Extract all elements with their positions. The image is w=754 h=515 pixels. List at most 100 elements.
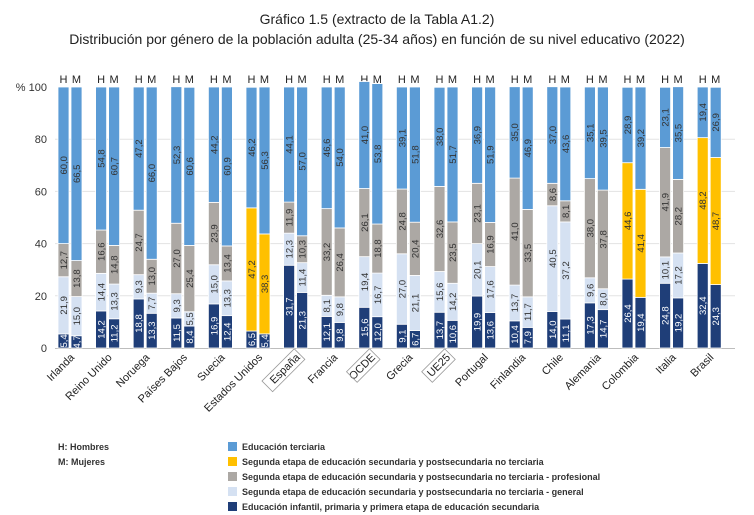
data-label: 18,8: [373, 239, 384, 258]
data-label: 51,9: [486, 145, 497, 164]
category-label: Grecia: [384, 351, 416, 383]
data-label: 15,6: [435, 283, 446, 302]
data-label: 9,3: [134, 280, 145, 293]
gender-label: H: [548, 74, 556, 86]
data-label: 60,7: [110, 157, 121, 176]
data-label: 14,7: [598, 320, 609, 339]
gender-legend-entry: H: Hombres: [58, 442, 109, 452]
legend-entry: Segunda etapa de educación secundaria y …: [242, 487, 584, 497]
data-label: 40,5: [548, 249, 559, 268]
data-label: 10,3: [298, 240, 309, 258]
data-label: 66,5: [72, 165, 83, 184]
data-label: 8,1: [561, 205, 572, 218]
bar-segment: [358, 81, 371, 189]
gender-label: M: [410, 74, 419, 86]
data-label: 33,2: [322, 243, 333, 262]
data-label: 41,0: [510, 222, 521, 241]
bar-segment: [471, 86, 484, 184]
data-label: 56,3: [260, 151, 271, 170]
category-label: España: [268, 351, 303, 386]
gender-label: H: [248, 74, 256, 86]
data-label: 23,1: [473, 204, 484, 223]
data-label: 11,7: [523, 303, 534, 321]
data-label: 17,6: [486, 280, 497, 299]
data-label: 16,9: [486, 235, 497, 254]
data-label: 20,4: [410, 240, 421, 259]
data-label: 8,6: [548, 188, 559, 201]
bar-segment: [433, 86, 446, 187]
data-label: 28,9: [623, 116, 634, 134]
data-label: 6,7: [410, 333, 421, 346]
data-label: 10,6: [448, 325, 459, 344]
data-label: 14,4: [97, 283, 108, 302]
bar-segment: [57, 86, 70, 245]
bar-segment: [597, 86, 609, 191]
data-label: 28,2: [674, 207, 685, 226]
bar-segment: [132, 86, 145, 211]
data-label: 47,2: [134, 139, 145, 158]
category-label: Italia: [654, 351, 680, 377]
gender-label: M: [486, 74, 495, 86]
legend-entry: Segunda etapa de educación secundaria y …: [242, 472, 600, 482]
chart-subtitle: Distribución por género de la población …: [69, 31, 685, 47]
category-label: Brasil: [688, 352, 716, 380]
gender-label: H: [360, 74, 368, 86]
category-label: Finlandia: [488, 351, 529, 392]
data-label: 5,5: [185, 312, 196, 325]
data-label: 27,0: [397, 280, 408, 299]
data-label: 60,6: [185, 157, 196, 176]
data-label: 13,3: [110, 292, 121, 311]
bar-segment: [446, 86, 459, 223]
data-label: 44,2: [209, 135, 220, 154]
data-label: 26,4: [335, 253, 346, 272]
data-label: 20,1: [473, 261, 484, 280]
gender-label: M: [260, 74, 269, 86]
gender-label: H: [285, 74, 293, 86]
bar-segment: [371, 83, 384, 225]
bar-segment: [207, 86, 220, 203]
data-label: 13,6: [486, 321, 497, 340]
data-label: 60,0: [59, 156, 70, 175]
data-label: 35,5: [674, 124, 685, 143]
data-label: 19,2: [674, 314, 685, 333]
data-label: 18,8: [134, 314, 145, 333]
data-label: 9,8: [335, 329, 346, 342]
data-label: 26,9: [711, 113, 722, 132]
bar-segment: [108, 86, 120, 246]
gender-label: M: [335, 74, 344, 86]
gender-label: H: [511, 74, 519, 86]
data-label: 66,0: [147, 164, 158, 183]
data-label: 17,3: [585, 316, 596, 335]
bar-segment: [333, 86, 346, 229]
bar-segment: [672, 86, 684, 180]
data-label: 25,4: [185, 269, 196, 288]
category-label: Colombia: [600, 351, 642, 393]
data-label: 10,4: [510, 325, 521, 344]
data-label: 14,2: [97, 320, 108, 339]
gender-label: H: [586, 74, 594, 86]
legend-entry: Educación terciaria: [242, 442, 326, 452]
legend-swatch: [228, 472, 237, 481]
bar-segment: [559, 86, 572, 202]
bar-segment: [145, 86, 158, 260]
category-highlight-box: [345, 348, 381, 383]
data-label: 27,0: [172, 249, 183, 268]
gender-label: M: [711, 74, 720, 86]
y-tick-label: 40: [35, 239, 47, 251]
data-label: 54,8: [97, 149, 108, 168]
category-label: Suecia: [195, 351, 228, 384]
chart-title: Gráfico 1.5 (extracto de la Tabla A1.2): [260, 11, 495, 27]
bar-segment: [634, 86, 647, 190]
gender-label: M: [598, 74, 607, 86]
data-label: 32,6: [435, 220, 446, 239]
data-label: 38,0: [435, 128, 446, 147]
data-label: 35,0: [510, 123, 521, 142]
y-tick-label: 60: [35, 186, 47, 198]
data-label: 41,4: [636, 234, 647, 253]
data-label: 8,4: [185, 330, 196, 343]
data-label: 17,2: [674, 266, 685, 285]
data-label: 39,1: [397, 129, 408, 148]
data-label: 23,9: [209, 224, 220, 243]
bar-segment: [584, 86, 596, 180]
